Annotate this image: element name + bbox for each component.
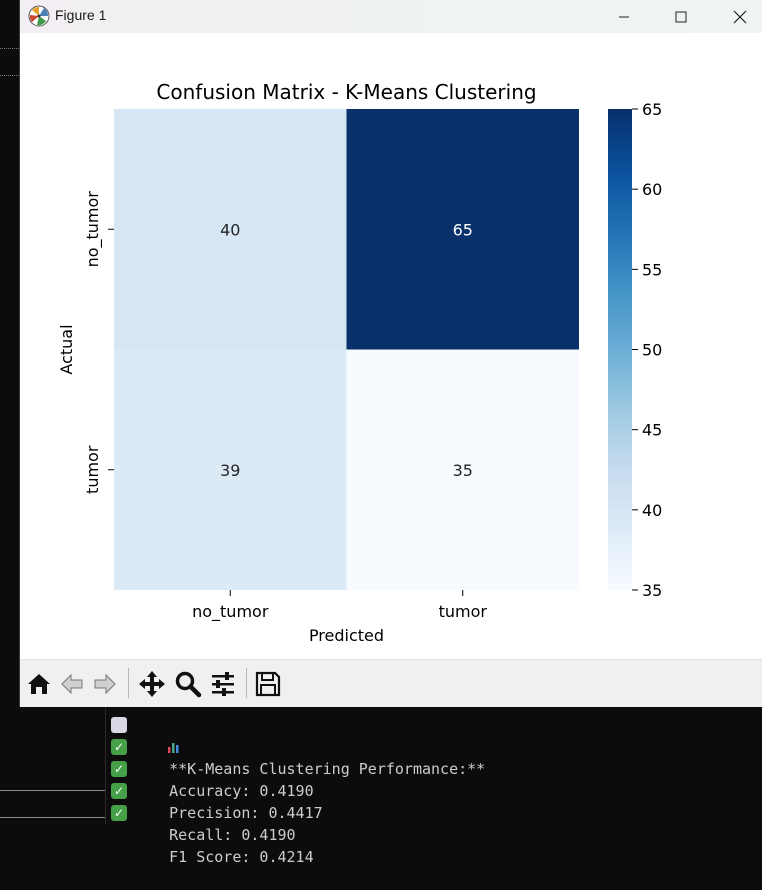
configure-subplots-button[interactable] [207, 668, 239, 700]
check-mark-icon: ✓ [111, 805, 127, 821]
matplotlib-app-icon [28, 5, 50, 27]
x-axis-label: Predicted [309, 626, 384, 645]
toolbar-separator [246, 668, 247, 698]
y-tick-label: no_tumor [83, 191, 103, 268]
console-line: ✓ F1 Score: 0.4214 [111, 802, 314, 866]
maximize-icon [675, 11, 687, 22]
console-line: ✓ Recall: 0.4190 [111, 780, 296, 844]
colorbar-tick-label: 60 [642, 180, 662, 199]
terminal-divider [0, 817, 105, 818]
y-axis-label: Actual [57, 324, 76, 374]
forward-button[interactable] [89, 668, 121, 700]
toolbar-separator [128, 668, 129, 698]
maximize-button[interactable] [658, 0, 704, 33]
colorbar-tick-label: 55 [642, 260, 662, 279]
save-button[interactable] [252, 668, 284, 700]
title-bar[interactable]: Figure 1 [20, 0, 762, 33]
colorbar-tick-label: 50 [642, 341, 662, 360]
x-tick-label: tumor [439, 602, 488, 621]
chart-title: Confusion Matrix - K-Means Clustering [156, 80, 536, 104]
cell-value-label: 39 [220, 461, 240, 480]
colorbar-tick-label: 45 [642, 421, 662, 440]
back-arrow-icon [61, 673, 83, 695]
check-mark-icon: ✓ [111, 739, 127, 755]
terminal-divider [0, 48, 19, 49]
terminal-side-panel [0, 707, 105, 824]
console-line: ✓ Accuracy: 0.4190 [111, 736, 314, 800]
colorbar-tick-label: 35 [642, 581, 662, 600]
colorbar-tick-label: 65 [642, 100, 662, 119]
bar-chart-icon [111, 717, 179, 753]
terminal-output: **K-Means Clustering Performance:** ✓ Ac… [105, 707, 762, 866]
back-button[interactable] [56, 668, 88, 700]
background-terminal [0, 0, 19, 824]
check-mark-icon: ✓ [111, 761, 127, 777]
cell-value-label: 40 [220, 220, 240, 239]
terminal-divider [0, 75, 19, 76]
configure-subplots-icon [212, 672, 234, 696]
colorbar-tick-label: 40 [642, 501, 662, 520]
minimize-icon [619, 16, 629, 17]
check-mark-icon: ✓ [111, 783, 127, 799]
home-icon [28, 674, 50, 694]
navigation-toolbar [20, 659, 762, 708]
heatmap-cell [114, 349, 347, 590]
close-icon [733, 10, 747, 23]
confusion-matrix-chart: 40 65 39 35 Confusion Matrix - K-Means Clust… [57, 80, 662, 645]
figure-window: Figure 1 40 65 39 35 Confusion Matrix - K-Me… [19, 0, 762, 708]
heatmap-cell [346, 349, 579, 590]
colorbar [608, 109, 632, 590]
y-tick-label: tumor [83, 445, 102, 494]
heatmap-cell [114, 109, 347, 350]
forward-arrow-icon [94, 673, 116, 695]
zoom-icon [175, 671, 202, 698]
pan-button[interactable] [136, 668, 168, 700]
cell-value-label: 35 [453, 461, 473, 480]
minimize-button[interactable] [601, 0, 647, 33]
cell-value-label: 65 [453, 220, 473, 239]
console-line: **K-Means Clustering Performance:** [111, 714, 485, 778]
save-icon [255, 671, 281, 697]
figure-canvas[interactable]: 40 65 39 35 Confusion Matrix - K-Means Clust… [20, 33, 762, 659]
pan-icon [139, 671, 165, 697]
x-tick-label: no_tumor [192, 602, 269, 622]
terminal-divider [0, 790, 105, 791]
console-line: ✓ Precision: 0.4417 [111, 758, 323, 822]
home-button[interactable] [23, 668, 55, 700]
heatmap-cell [346, 109, 579, 350]
close-button[interactable] [717, 0, 762, 33]
window-title: Figure 1 [55, 7, 107, 23]
zoom-button[interactable] [172, 668, 204, 700]
